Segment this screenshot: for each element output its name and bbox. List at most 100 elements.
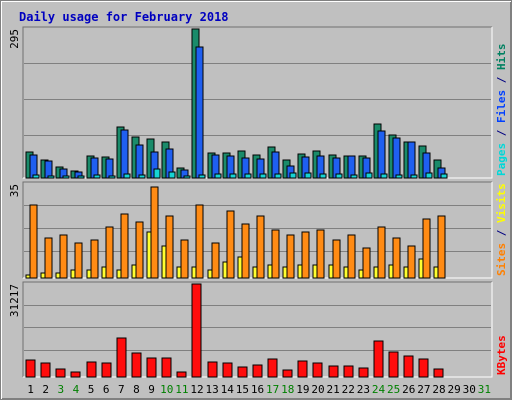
bar-sites-day-4 — [74, 242, 83, 279]
plot-border-kbytes — [22, 281, 492, 377]
bar-pages-day-18 — [289, 172, 297, 179]
bar-sites-day-17 — [271, 229, 280, 279]
bar-kbytes-day-13 — [207, 361, 218, 378]
bar-pages-day-5 — [93, 174, 101, 179]
bar-files-day-12 — [195, 46, 204, 179]
bar-kbytes-day-26 — [403, 355, 414, 378]
bar-kbytes-day-18 — [282, 369, 293, 378]
legend-entry: Files — [495, 90, 508, 123]
bar-pages-day-17 — [274, 173, 282, 179]
day-label-4: 4 — [73, 383, 80, 396]
day-label-14: 14 — [221, 383, 235, 396]
bar-kbytes-day-17 — [267, 358, 278, 378]
day-label-19: 19 — [296, 383, 309, 396]
day-label-6: 6 — [103, 383, 110, 396]
bar-sites-day-8 — [135, 221, 144, 279]
day-label-16: 16 — [251, 383, 264, 396]
bar-kbytes-day-9 — [146, 357, 157, 378]
bar-files-day-24 — [377, 130, 386, 179]
bar-kbytes-day-2 — [40, 362, 51, 378]
bar-sites-day-19 — [301, 231, 310, 279]
bar-pages-day-8 — [138, 174, 146, 179]
max-label-hits: 295 — [8, 29, 21, 49]
bar-pages-day-13 — [214, 173, 222, 179]
bar-kbytes-day-1 — [25, 359, 36, 378]
legend-entry: Visits — [495, 183, 508, 223]
bar-sites-day-18 — [286, 234, 295, 279]
panel-visits: 35 Sites / Visits — [8, 181, 508, 279]
bar-sites-day-3 — [59, 234, 68, 279]
plot-border-visits — [22, 181, 492, 278]
bar-pages-day-22 — [350, 174, 358, 179]
day-label-15: 15 — [236, 383, 249, 396]
legend-entry: / — [495, 223, 508, 243]
bar-sites-day-28 — [437, 215, 446, 279]
day-label-21: 21 — [327, 383, 340, 396]
bar-kbytes-day-3 — [55, 368, 66, 378]
bar-sites-day-24 — [377, 226, 386, 279]
bar-sites-day-10 — [165, 215, 174, 279]
day-label-18: 18 — [281, 383, 294, 396]
day-label-7: 7 — [118, 383, 125, 396]
day-labels: 1 2 3 4 5 6 7 8 9 10 11 12 13 14 15 16 17 18 19 20 21 22 23 24 2… — [27, 383, 491, 396]
day-label-20: 20 — [311, 383, 324, 396]
bar-pages-day-3 — [62, 175, 70, 179]
bar-pages-day-2 — [47, 175, 55, 179]
bar-sites-day-20 — [316, 229, 325, 279]
bar-files-day-7 — [120, 129, 129, 179]
bar-kbytes-day-20 — [312, 362, 323, 378]
day-label-3: 3 — [58, 383, 65, 396]
bar-pages-day-24 — [380, 173, 388, 179]
bar-pages-day-9 — [153, 168, 161, 179]
bar-kbytes-day-21 — [328, 365, 339, 378]
bar-kbytes-day-12 — [191, 283, 202, 378]
bar-files-day-25 — [392, 137, 401, 179]
bar-files-day-6 — [105, 158, 114, 179]
bar-sites-day-16 — [256, 215, 265, 279]
bar-pages-day-25 — [395, 174, 403, 179]
bar-kbytes-day-22 — [343, 365, 354, 378]
series-pages — [32, 168, 448, 179]
bar-pages-day-4 — [77, 175, 85, 179]
bar-sites-day-7 — [120, 213, 129, 279]
day-label-24: 24 — [372, 383, 386, 396]
day-label-11: 11 — [175, 383, 188, 396]
bar-kbytes-day-10 — [161, 357, 172, 378]
series-sites — [29, 186, 446, 279]
day-label-25: 25 — [387, 383, 400, 396]
bar-pages-day-15 — [244, 173, 252, 179]
bar-sites-day-15 — [241, 223, 250, 279]
bar-pages-day-28 — [440, 173, 448, 179]
bar-files-day-8 — [135, 144, 144, 179]
bar-sites-day-12 — [195, 204, 204, 279]
legend-entry: KBytes — [495, 335, 508, 375]
day-label-12: 12 — [190, 383, 203, 396]
bar-pages-day-11 — [183, 175, 191, 179]
bar-files-day-26 — [407, 141, 416, 179]
bar-kbytes-day-27 — [418, 358, 429, 378]
panel-hits: 295 Pages / Files / Hits — [8, 26, 508, 179]
legend-entry: Hits — [495, 44, 508, 71]
day-label-26: 26 — [402, 383, 415, 396]
bar-sites-day-22 — [347, 234, 356, 279]
bar-kbytes-day-4 — [70, 371, 81, 378]
bar-kbytes-day-11 — [176, 371, 187, 378]
bar-sites-day-11 — [180, 239, 189, 279]
bar-kbytes-day-14 — [222, 362, 233, 378]
legend-kbytes: KBytes — [495, 335, 508, 375]
max-label-visits: 35 — [8, 184, 21, 197]
bar-pages-day-27 — [425, 172, 433, 179]
bar-pages-day-26 — [410, 174, 418, 179]
bar-kbytes-day-23 — [358, 367, 369, 378]
day-label-5: 5 — [88, 383, 95, 396]
bar-pages-day-7 — [123, 173, 131, 179]
bar-kbytes-day-6 — [101, 362, 112, 378]
day-label-13: 13 — [205, 383, 218, 396]
chart-title: Daily usage for February 2018 — [19, 10, 229, 24]
day-label-22: 22 — [342, 383, 355, 396]
day-label-28: 28 — [432, 383, 445, 396]
max-label-kbytes: 31217 — [8, 284, 21, 317]
bar-sites-day-25 — [392, 237, 401, 279]
